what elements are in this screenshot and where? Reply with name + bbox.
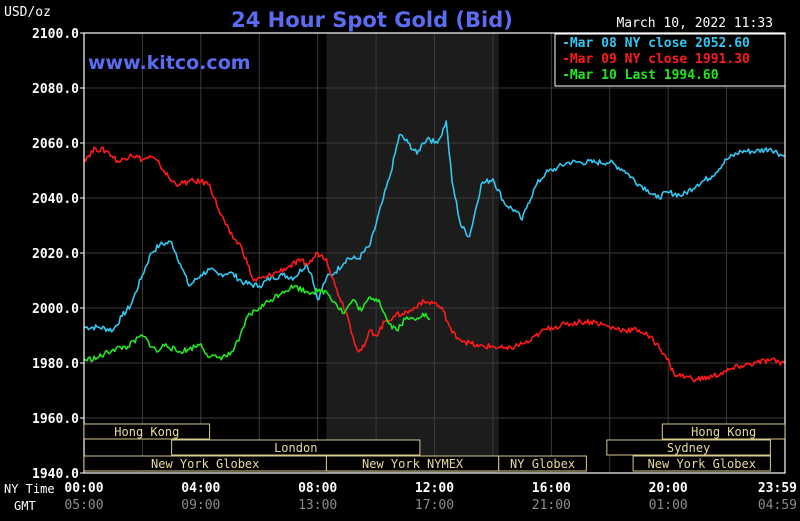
series-line (84, 120, 786, 333)
session-label: New York NYMEX (362, 457, 464, 471)
market-sessions: Hong Kong London New York Globex New York N… (83, 423, 786, 472)
ny-time-row-label: NY Time (4, 482, 55, 496)
session-label: NY Globex (510, 457, 575, 471)
session-box (498, 455, 587, 472)
legend: -Mar 08 NY close 2052.60 -Mar 09 NY clos… (554, 33, 786, 87)
gmt-tick-label: 05:00 (64, 498, 103, 513)
session-box (171, 439, 421, 456)
legend-label: Mar 10 Last 1994.60 (570, 68, 719, 83)
y-tick-label: 1940.0 (32, 467, 79, 482)
ny-tick-label: 23:59 (758, 481, 797, 496)
gmt-tick-label: 09:00 (181, 498, 220, 513)
y-tick-label: 2080.0 (32, 82, 79, 97)
timestamp: March 10, 2022 11:33 (616, 16, 773, 31)
legend-item-mar09: -Mar 09 NY close 1991.30 (562, 52, 750, 67)
legend-marker: - (562, 68, 570, 83)
ny-tick-label: 12:00 (415, 481, 454, 496)
chart-title: 24 Hour Spot Gold (Bid) (231, 8, 513, 32)
x-axis: 00:00 04:00 08:00 12:00 16:00 20:00 23:59 05:00… (64, 481, 797, 513)
y-tick-label: 2000.0 (32, 302, 79, 317)
gmt-tick-label: 21:00 (532, 498, 571, 513)
gmt-tick-label: 01:00 (649, 498, 688, 513)
session-label: New York Globex (648, 457, 756, 471)
y-tick-label: 1960.0 (32, 412, 79, 427)
session-box (83, 423, 211, 440)
ny-tick-label: 08:00 (298, 481, 337, 496)
gmt-tick-label: 13:00 (298, 498, 337, 513)
gmt-row-label: GMT (14, 499, 36, 513)
session-label: Hong Kong (691, 425, 756, 439)
y-tick-label: 2020.0 (32, 247, 79, 262)
gmt-tick-label: 17:00 (415, 498, 454, 513)
session-box (606, 439, 771, 456)
series-line (83, 146, 786, 383)
session-label: London (274, 441, 317, 455)
grid (84, 33, 785, 473)
y-axis: 2100.0 2080.0 2060.0 2040.0 2020.0 2000.0 1980… (32, 27, 84, 482)
y-tick-label: 1980.0 (32, 357, 79, 372)
legend-label: Mar 09 NY close 1991.30 (570, 52, 750, 67)
ny-tick-label: 00:00 (64, 481, 103, 496)
legend-marker: - (562, 36, 570, 51)
legend-item-mar10: -Mar 10 Last 1994.60 (562, 68, 719, 83)
ny-tick-label: 20:00 (649, 481, 688, 496)
ny-tick-label: 16:00 (532, 481, 571, 496)
y-tick-label: 2060.0 (32, 137, 79, 152)
session-label: Hong Kong (114, 425, 179, 439)
ny-tick-label: 04:00 (181, 481, 220, 496)
series-line (83, 284, 431, 363)
legend-box (554, 33, 786, 87)
gmt-tick-label: 04:59 (758, 498, 797, 513)
legend-item-mar08: -Mar 08 NY close 2052.60 (562, 36, 750, 51)
y-tick-label: 2100.0 (32, 27, 79, 42)
session-label: Sydney (667, 441, 710, 455)
session-box (661, 423, 786, 440)
price-lines (83, 120, 786, 383)
y-tick-label: 2040.0 (32, 192, 79, 207)
session-label: New York Globex (151, 457, 259, 471)
watermark: www.kitco.com (88, 52, 251, 74)
legend-marker: - (562, 52, 570, 67)
session-box (632, 455, 771, 472)
legend-label: Mar 08 NY close 2052.60 (570, 36, 750, 51)
units-label: USD/oz (4, 5, 51, 20)
